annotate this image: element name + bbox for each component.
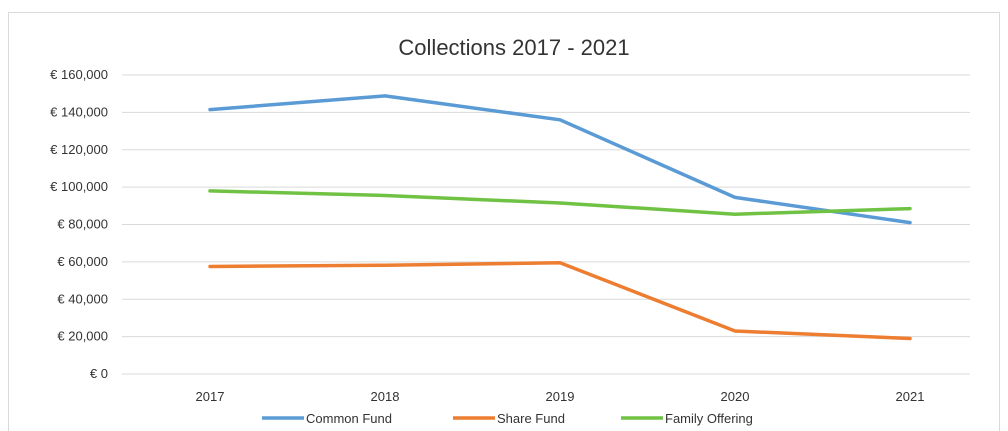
series-lines bbox=[208, 94, 912, 341]
y-tick-label: € 40,000 bbox=[57, 291, 108, 306]
legend: Common Fund Share Fund Family Offering bbox=[262, 411, 753, 426]
legend-label: Common Fund bbox=[306, 411, 392, 426]
x-axis-ticks: 2017 2018 2019 2020 2021 bbox=[196, 389, 925, 404]
y-tick-label: € 60,000 bbox=[57, 254, 108, 269]
y-axis-ticks: € 0 € 20,000 € 40,000 € 60,000 € 80,000 € 100… bbox=[50, 67, 108, 381]
y-tick-label: € 140,000 bbox=[50, 104, 108, 119]
series-line bbox=[208, 94, 912, 225]
legend-label: Share Fund bbox=[497, 411, 565, 426]
series-line bbox=[208, 189, 912, 216]
y-tick-label: € 160,000 bbox=[50, 67, 108, 82]
gridlines bbox=[122, 74, 970, 375]
y-tick-label: € 80,000 bbox=[57, 217, 108, 232]
series-line bbox=[208, 261, 912, 341]
x-tick-label: 2021 bbox=[896, 389, 925, 404]
y-tick-label: € 120,000 bbox=[50, 142, 108, 157]
x-tick-label: 2018 bbox=[371, 389, 400, 404]
x-tick-label: 2020 bbox=[721, 389, 750, 404]
legend-label: Family Offering bbox=[665, 411, 753, 426]
y-tick-label: € 100,000 bbox=[50, 179, 108, 194]
x-tick-label: 2017 bbox=[196, 389, 225, 404]
y-tick-label: € 0 bbox=[90, 366, 108, 381]
x-tick-label: 2019 bbox=[546, 389, 575, 404]
chart-title: Collections 2017 - 2021 bbox=[398, 35, 629, 60]
chart-frame bbox=[8, 12, 1000, 431]
y-tick-label: € 20,000 bbox=[57, 329, 108, 344]
